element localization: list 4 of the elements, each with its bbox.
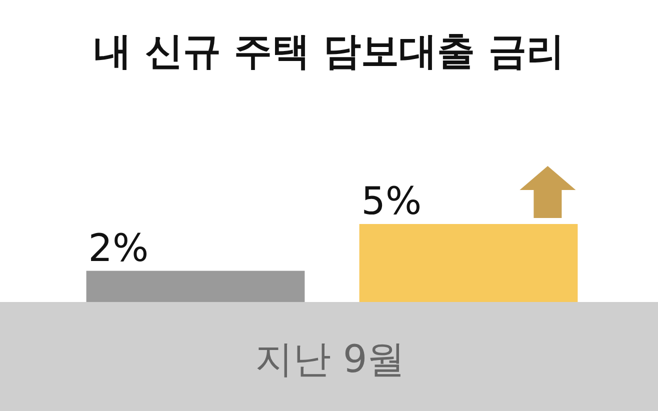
x-axis-title: 지난 9월	[254, 337, 406, 381]
data-label: 2%	[88, 226, 149, 270]
data-label: 5%	[361, 179, 422, 223]
chart-title: 내 신규 주택 담보대출 금리	[94, 29, 564, 73]
